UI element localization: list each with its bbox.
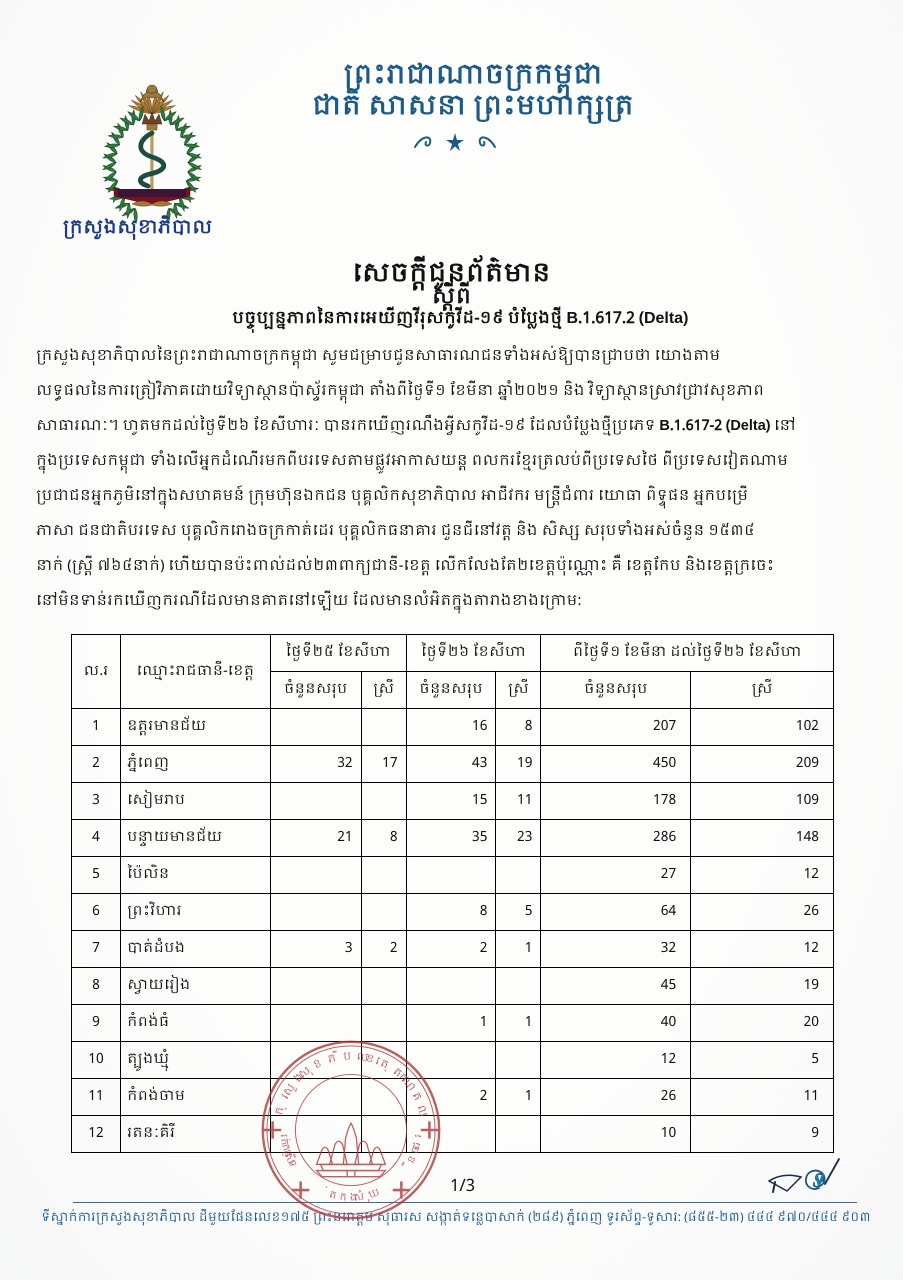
svg-text:់: ់ [325,1185,328,1188]
svg-text:ី: ី [400,1161,405,1167]
svg-text:ុ: ុ [367,1199,370,1202]
svg-text:រ: រ [410,1133,427,1138]
svg-text:ប: ប [343,1048,352,1066]
svg-text:ក: ក [271,1105,290,1118]
svg-text:ឃ: ឃ [366,1184,382,1204]
svg-text:ង: ង [350,1189,358,1206]
